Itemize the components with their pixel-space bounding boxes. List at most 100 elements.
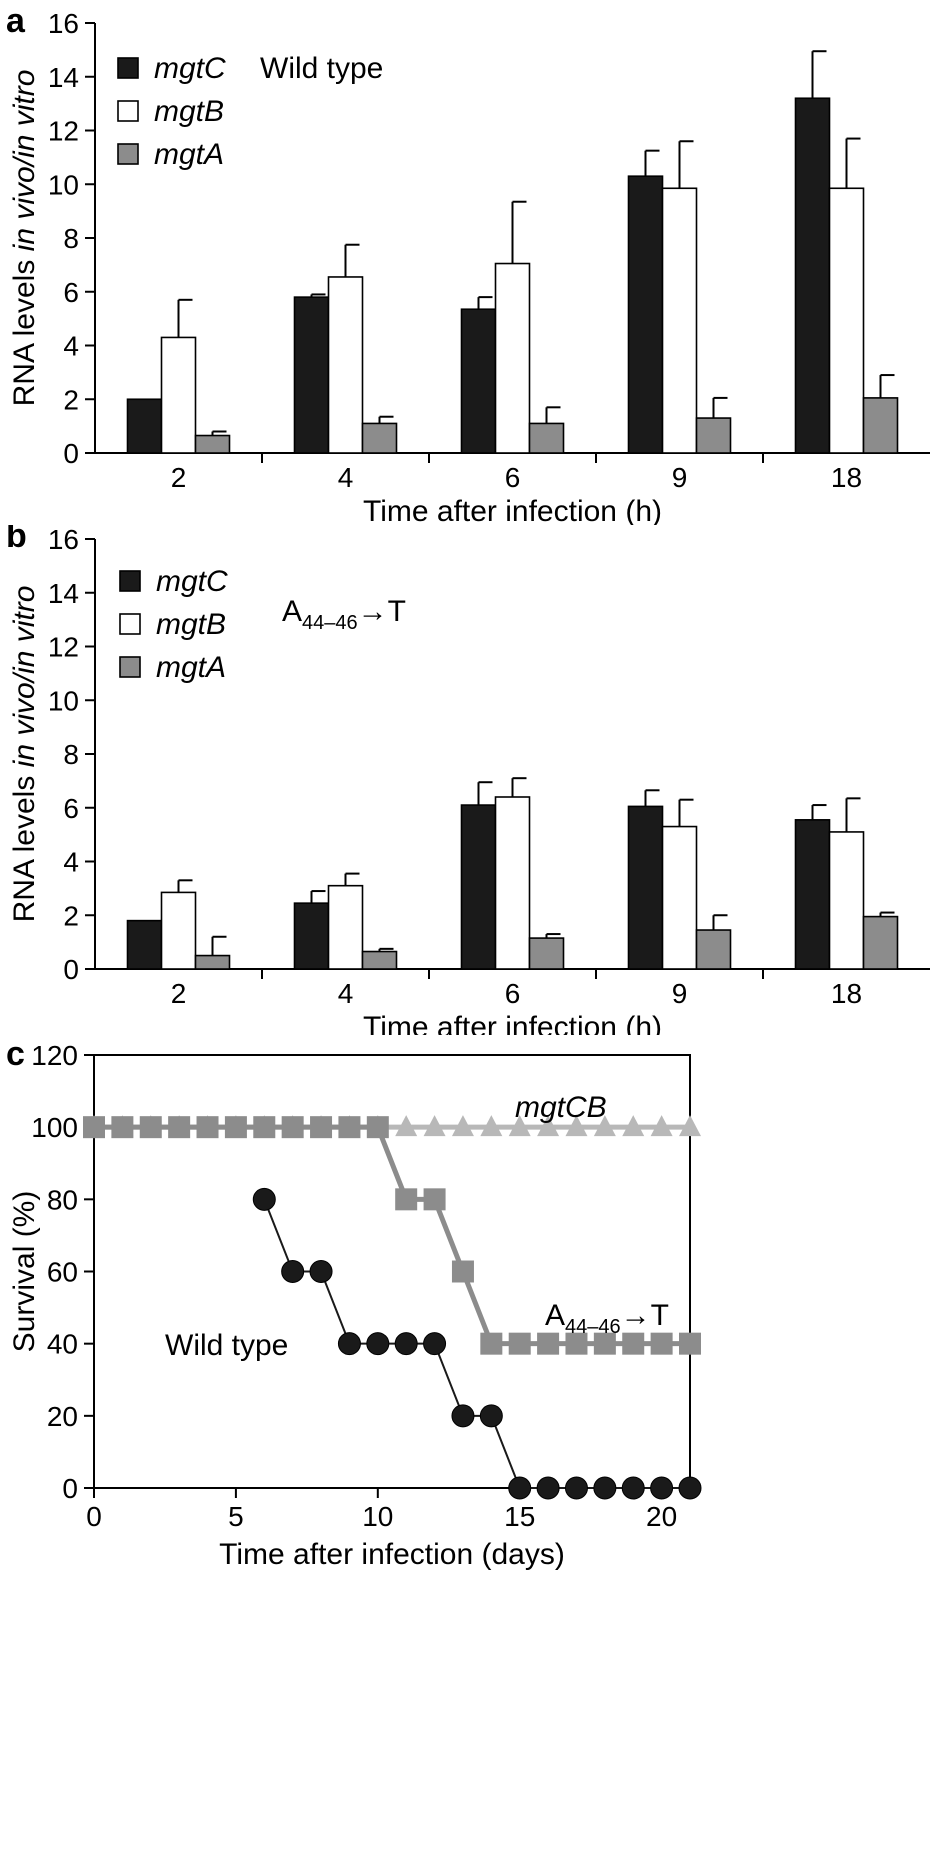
x-tick-label: 9 [672,462,688,493]
point-square [253,1116,276,1139]
x-tick-label: 2 [171,462,187,493]
point-circle [593,1476,617,1500]
x-axis-title: Time after infection (h) [363,495,662,525]
y-tick-label: 10 [48,169,79,200]
bar-mgtC [460,308,497,454]
point-triangle [679,1115,701,1137]
condition-label: Wild type [260,52,383,85]
y-tick-label: 12 [48,632,79,663]
legend-label-mgtB: mgtB [154,95,224,128]
legend-label-mgtC: mgtC [154,52,226,85]
y-tick-label: 10 [48,685,79,716]
bar-mgtA [862,915,899,970]
point-square [395,1188,418,1211]
condition-subscript: 44–46 [302,612,358,634]
y-axis-title-plain: RNA levels [8,767,41,922]
bar-mgtC [627,175,664,454]
legend-swatch-mgtB [119,613,141,635]
x-tick-label: 4 [338,978,354,1009]
bar-mgtA [528,422,565,454]
point-square [565,1332,588,1355]
bar-mgtA [194,954,231,970]
y-tick-label: 120 [31,1040,78,1071]
point-square [224,1116,247,1139]
panel-letter: c [6,1035,25,1073]
bar-mgtC [794,819,831,970]
legend-label-mgtB: mgtB [156,608,226,641]
y-axis-title-plain: RNA levels [8,251,41,406]
x-tick-label: 18 [831,462,862,493]
x-tick-label: 9 [672,978,688,1009]
point-triangle [622,1115,645,1137]
bar-mgtA [194,434,231,454]
series-label-mutant: A44–46→T [545,1299,669,1338]
legend-swatch-mgtB [117,100,139,122]
point-square [622,1332,645,1355]
y-tick-label: 60 [47,1257,78,1288]
point-triangle [451,1115,474,1137]
bar-mgtA [361,950,398,970]
point-triangle [650,1115,673,1137]
point-square [366,1116,389,1139]
point-square [593,1332,616,1355]
x-tick-label: 6 [505,462,521,493]
bar-mgtB [661,187,698,454]
chart-panel-a: 0 2 4 6 8 10 12 14 16 2 4 6 9 18 Time after infection … [6,2,930,525]
point-circle [621,1476,645,1500]
panel-letter: b [6,525,27,555]
bar-mgtB [661,825,698,970]
point-circle [337,1332,361,1356]
point-circle [423,1332,447,1356]
y-tick-label: 0 [63,438,79,469]
point-square [281,1116,304,1139]
y-tick-label: 0 [62,1473,78,1504]
point-triangle [537,1115,560,1137]
y-axis-title-italic: in vivo/in vitro [8,70,41,252]
series-label-wild-type: Wild type [165,1329,288,1362]
y-tick-label: 16 [48,525,79,555]
bar-mgtA [528,937,565,970]
x-tick-label: 15 [504,1501,535,1532]
bar-mgtC [460,804,497,970]
point-square [679,1332,701,1355]
point-circle [281,1260,305,1283]
bar-mgtB [494,262,531,454]
point-circle [252,1187,276,1211]
point-square [83,1116,105,1139]
point-triangle [480,1115,503,1137]
y-tick-label: 14 [48,578,79,609]
chart-panel-b: 0 2 4 6 8 10 12 14 16 2 4 6 9 18 Time after infection … [6,525,930,1035]
condition-tail: →T [358,595,406,628]
point-triangle [508,1115,531,1137]
bar-mgtA [361,422,398,454]
y-tick-label: 4 [63,331,79,362]
series-line-circle [263,1198,690,1489]
y-tick-label: 100 [31,1112,78,1143]
y-tick-label: 80 [47,1184,78,1215]
chart-panel-c: 0 20 40 60 80 100 120 0 5 10 15 20 Time after infect… [6,1035,702,1571]
bar-mgtB [327,276,364,454]
point-triangle [565,1115,588,1137]
point-circle [309,1260,333,1283]
legend-label-mgtC: mgtC [156,565,228,598]
y-tick-label: 2 [63,384,79,415]
y-tick-label: 12 [48,116,79,147]
bar-mgtB [494,796,531,970]
y-tick-label: 8 [63,223,79,254]
point-square [508,1332,531,1355]
point-square [139,1116,162,1139]
legend-label-mgtA: mgtA [154,138,224,171]
bar-mgtA [695,417,732,454]
point-circle [650,1476,674,1500]
y-tick-label: 20 [47,1401,78,1432]
condition-label: A44–46→T [282,595,406,634]
point-square [111,1116,134,1139]
y-tick-label: 14 [48,62,79,93]
legend-swatch-mgtA [119,656,141,678]
point-circle [366,1332,390,1356]
bar-mgtC [293,902,330,970]
x-tick-label: 18 [831,978,862,1009]
x-axis-title: Time after infection (days) [219,1538,565,1571]
point-square [537,1332,560,1355]
x-tick-label: 2 [171,978,187,1009]
